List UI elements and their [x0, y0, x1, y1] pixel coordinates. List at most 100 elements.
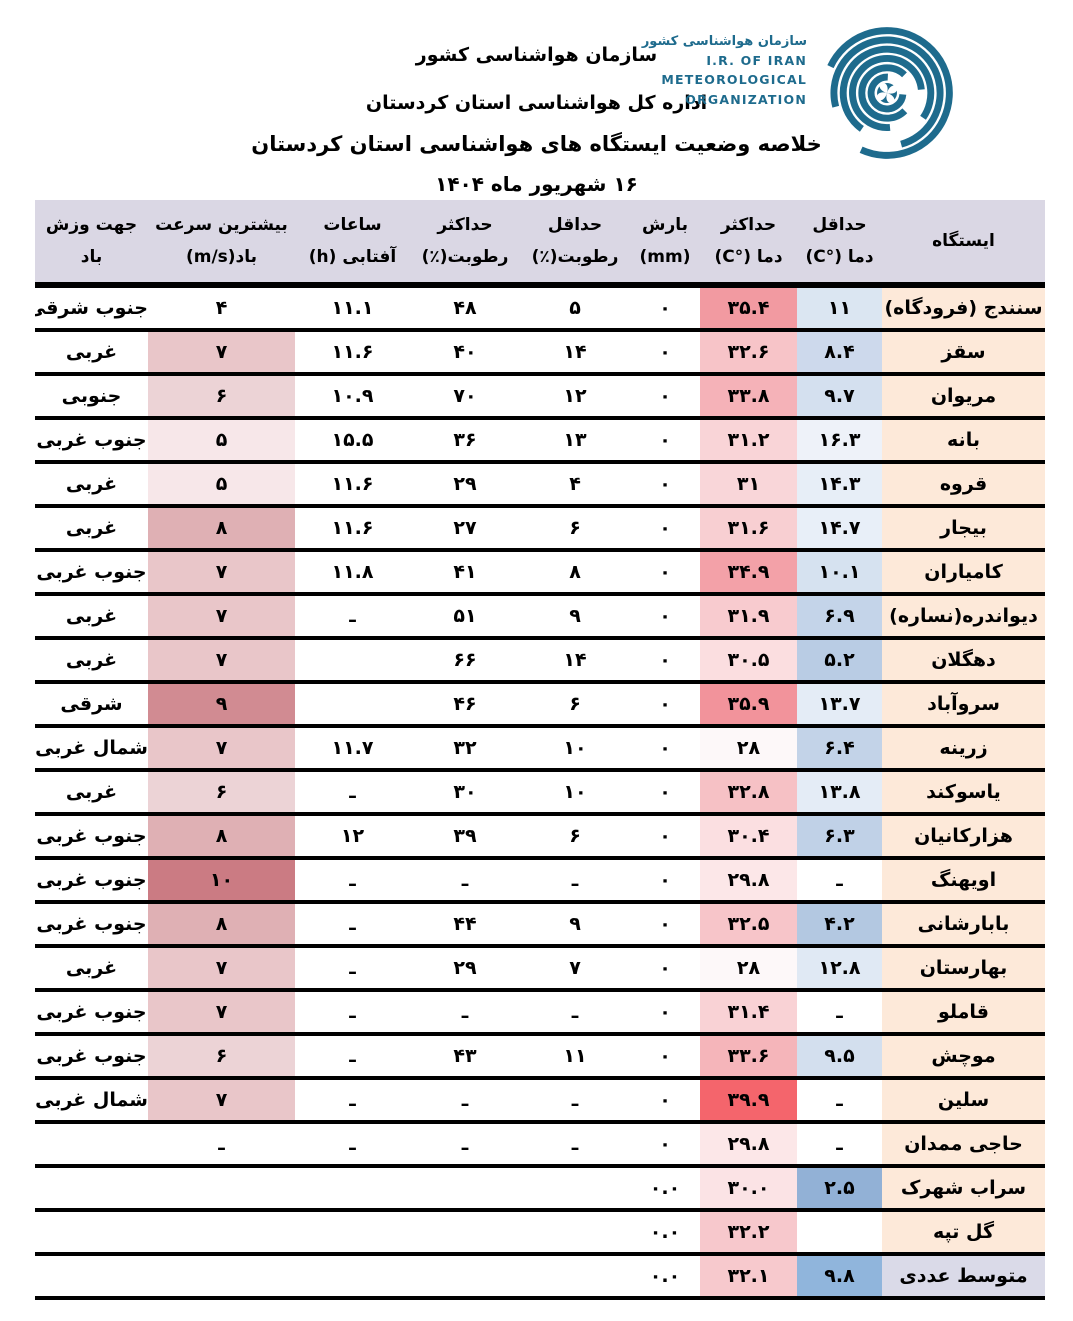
cell-wind: ۸ — [148, 506, 295, 552]
cell-wind: ۱۰ — [148, 858, 295, 904]
cell-tmin: ۶.۴ — [797, 726, 882, 772]
cell-tmin: ۴.۲ — [797, 902, 882, 948]
cell-tmax: ۳۵.۴ — [700, 285, 797, 332]
cell-tmax: ۲۹.۸ — [700, 858, 797, 904]
cell-sun: ۱۵.۵ — [295, 418, 410, 464]
cell-rhmax — [410, 1210, 520, 1256]
cell-station: گل تپه — [882, 1210, 1045, 1256]
cell-tmax: ۳۱ — [700, 462, 797, 508]
cell-rhmin: ۹ — [520, 594, 630, 640]
cell-sun: ـ — [295, 858, 410, 904]
cell-rhmin: ۴ — [520, 462, 630, 508]
cell-rhmax: ۴۱ — [410, 550, 520, 596]
cell-precip: ۰ — [630, 638, 700, 684]
cell-sun: ـ — [295, 594, 410, 640]
cell-sun: ـ — [295, 1078, 410, 1124]
cell-wind: ۴ — [148, 285, 295, 332]
cell-precip: ۰.۰ — [630, 1210, 700, 1256]
cell-tmax: ۳۰.۰ — [700, 1166, 797, 1212]
cell-tmin — [797, 1210, 882, 1256]
table-row: سراب شهرک ۲.۵ ۳۰.۰ ۰.۰ — [35, 1166, 1045, 1212]
cell-tmax: ۳۰.۴ — [700, 814, 797, 860]
cell-wind: ـ — [148, 1122, 295, 1168]
cell-tmax: ۳۰.۵ — [700, 638, 797, 684]
cell-wind: ۶ — [148, 1034, 295, 1080]
cell-dir: غربی — [35, 462, 148, 508]
cell-station: حاجی ممدان — [882, 1122, 1045, 1168]
cell-tmin: ۹.۵ — [797, 1034, 882, 1080]
cell-tmin: ۱۰.۱ — [797, 550, 882, 596]
cell-rhmax: ۲۹ — [410, 946, 520, 992]
cell-station: قاملو — [882, 990, 1045, 1036]
cell-precip: ۰ — [630, 462, 700, 508]
cell-dir: شرقی — [35, 682, 148, 728]
cell-station: قروه — [882, 462, 1045, 508]
cell-tmax: ۳۴.۹ — [700, 550, 797, 596]
cell-dir — [35, 1122, 148, 1168]
cell-precip: ۰ — [630, 374, 700, 420]
cell-dir: جنوب غربی — [35, 990, 148, 1036]
cell-precip: ۰ — [630, 946, 700, 992]
table-row: قروه ۱۴.۳ ۳۱ ۰ ۴ ۲۹ ۱۱.۶ ۵ غربی — [35, 462, 1045, 508]
table-row: دهگلان ۵.۲ ۳۰.۵ ۰ ۱۴ ۶۶ ۷ غربی — [35, 638, 1045, 684]
cell-rhmin: ۱۰ — [520, 770, 630, 816]
cell-tmin: ۱۳.۸ — [797, 770, 882, 816]
logo-text-en-1: I.R. OF IRAN — [706, 53, 807, 68]
table-row: حاجی ممدان ـ ۲۹.۸ ۰ ـ ـ ـ ـ — [35, 1122, 1045, 1168]
cell-dir: جنوب شرقی — [35, 285, 148, 332]
cell-wind: ۷ — [148, 594, 295, 640]
cell-station: موچش — [882, 1034, 1045, 1080]
cell-rhmax: ۴۳ — [410, 1034, 520, 1080]
table-row: کامیاران ۱۰.۱ ۳۴.۹ ۰ ۸ ۴۱ ۱۱.۸ ۷ جنوب غربی — [35, 550, 1045, 596]
cell-precip: ۰ — [630, 594, 700, 640]
cell-rhmin: ۶ — [520, 682, 630, 728]
cell-tmax: ۳۲.۸ — [700, 770, 797, 816]
cell-wind: ۷ — [148, 990, 295, 1036]
cell-tmax: ۳۱.۴ — [700, 990, 797, 1036]
cell-station: دیواندره(نساره) — [882, 594, 1045, 640]
cell-dir: جنوبی — [35, 374, 148, 420]
cell-wind: ۷ — [148, 638, 295, 684]
table-row: دیواندره(نساره) ۶.۹ ۳۱.۹ ۰ ۹ ۵۱ ـ ۷ غربی — [35, 594, 1045, 640]
cell-rhmax: ۷۰ — [410, 374, 520, 420]
cell-dir: شمال غربی — [35, 726, 148, 772]
cell-wind: ۵ — [148, 418, 295, 464]
cell-rhmax: ۴۴ — [410, 902, 520, 948]
cell-rhmin: ـ — [520, 1122, 630, 1168]
cell-station: کامیاران — [882, 550, 1045, 596]
table-row: بابارشانی ۴.۲ ۳۲.۵ ۰ ۹ ۴۴ ـ ۸ جنوب غربی — [35, 902, 1045, 948]
cell-rhmin: ـ — [520, 1078, 630, 1124]
cell-sun: ـ — [295, 902, 410, 948]
cell-rhmin: ۱۲ — [520, 374, 630, 420]
logo-text-en-3: ORGANIZATION — [685, 91, 807, 107]
cell-station: بابارشانی — [882, 902, 1045, 948]
cell-precip: ۰ — [630, 418, 700, 464]
cell-tmax: ۳۲.۲ — [700, 1210, 797, 1256]
cell-rhmin: ـ — [520, 858, 630, 904]
cell-precip: ۰ — [630, 814, 700, 860]
cell-wind: ۵ — [148, 462, 295, 508]
cell-rhmin: ۱۳ — [520, 418, 630, 464]
logo-text-en-2: METEOROLOGICAL — [661, 72, 807, 88]
cell-tmax: ۲۹.۸ — [700, 1122, 797, 1168]
cell-rhmax: ۶۶ — [410, 638, 520, 684]
cell-station: سراب شهرک — [882, 1166, 1045, 1212]
cell-tmin: ۸.۴ — [797, 330, 882, 376]
cell-dir: غربی — [35, 770, 148, 816]
cell-rhmin: ۶ — [520, 814, 630, 860]
table-row: بانه ۱۶.۳ ۳۱.۲ ۰ ۱۳ ۳۶ ۱۵.۵ ۵ جنوب غربی — [35, 418, 1045, 464]
cell-rhmax: ـ — [410, 1122, 520, 1168]
cell-tmin: ۵.۲ — [797, 638, 882, 684]
cell-station: بیجار — [882, 506, 1045, 552]
table-row: سروآباد ۱۳.۷ ۳۵.۹ ۰ ۶ ۴۶ ۹ شرقی — [35, 682, 1045, 728]
table-row: بیجار ۱۴.۷ ۳۱.۶ ۰ ۶ ۲۷ ۱۱.۶ ۸ غربی — [35, 506, 1045, 552]
column-header-sun: ساعات آفتابی (h) — [295, 200, 410, 288]
cell-station: سلین — [882, 1078, 1045, 1124]
cell-dir: جنوب غربی — [35, 550, 148, 596]
cell-precip: ۰ — [630, 858, 700, 904]
cell-rhmin — [520, 1210, 630, 1256]
column-header-precip: بارش (mm) — [630, 200, 700, 288]
column-header-rhmin: حداقل رطوبت(٪) — [520, 200, 630, 288]
cell-rhmax: ۲۹ — [410, 462, 520, 508]
table-row: سنندج (فرودگاه) ۱۱ ۳۵.۴ ۰ ۵ ۴۸ ۱۱.۱ ۴ جنوب شرقی — [35, 285, 1045, 332]
